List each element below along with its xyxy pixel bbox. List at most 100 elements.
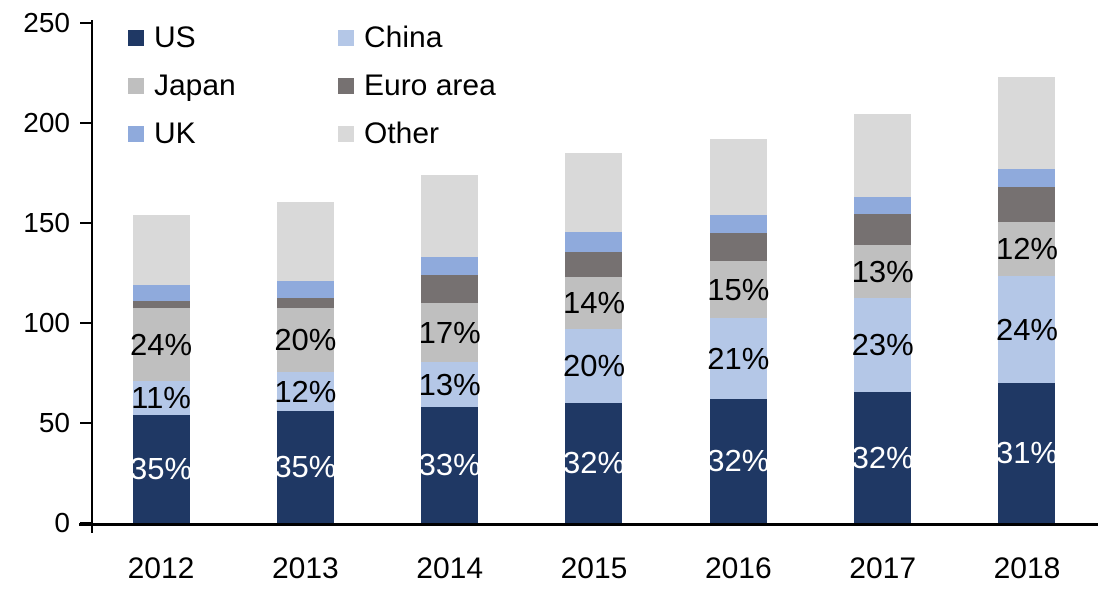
segment-label: 32% <box>851 439 914 475</box>
bar-2014-segment-euro-area <box>421 274 479 303</box>
bar-2018: 12% 24% 31% <box>995 76 1058 523</box>
y-axis-tick <box>80 522 92 524</box>
bar-2014: 17% 13% 33% <box>418 174 481 523</box>
legend-label: UK <box>154 117 196 150</box>
bar-2016-segment-uk <box>709 214 767 233</box>
bar-2013-segment-japan: 20% <box>274 307 336 372</box>
bar-2014-segment-us: 33% <box>418 406 481 523</box>
legend-item-uk: UK <box>128 119 338 149</box>
bar-2018-segment-uk <box>998 168 1056 187</box>
segment-label: 11% <box>131 380 191 416</box>
legend-swatch-china <box>338 30 354 46</box>
legend-label: China <box>364 21 443 54</box>
bar-2017-segment-euro-area <box>854 213 912 245</box>
y-tick-label: 250 <box>23 6 70 38</box>
legend-label: Other <box>364 117 440 150</box>
bar-2013-segment-euro-area <box>276 297 334 308</box>
bar-2014-segment-japan: 17% <box>418 302 481 362</box>
bar-2017: 13% 23% 32% <box>851 113 914 523</box>
segment-label: 32% <box>562 445 626 481</box>
x-axis-label-2016: 2016 <box>704 552 772 585</box>
bar-2013-segment-china: 12% <box>274 371 337 411</box>
legend: US China Japan Euro area UK Other <box>128 14 496 158</box>
legend-label: US <box>154 21 196 54</box>
y-axis-tick <box>80 421 92 424</box>
x-axis-label-2015: 2015 <box>560 552 628 585</box>
bar-2016-segment-japan: 15% <box>707 260 770 318</box>
x-axis-line <box>79 523 1098 526</box>
bar-2015-segment-us: 32% <box>562 402 626 523</box>
y-axis-line <box>91 20 93 533</box>
bar-2012-segment-us: 35% <box>129 414 193 523</box>
bar-2015-segment-euro-area <box>565 251 623 277</box>
y-tick-label: 150 <box>23 206 70 238</box>
bar-2017-segment-china: 23% <box>851 297 914 392</box>
bar-2016-segment-us: 32% <box>707 398 769 523</box>
bar-2018-segment-china: 24% <box>995 275 1058 383</box>
bar-2013-segment-other <box>276 201 334 281</box>
segment-label: 13% <box>851 253 914 289</box>
bar-2013-segment-us: 35% <box>274 410 337 523</box>
bar-2012-segment-china: 11% <box>131 380 191 416</box>
segment-label: 24% <box>129 326 193 362</box>
y-axis-tick <box>80 321 92 324</box>
bar-2018-segment-other <box>998 76 1056 169</box>
bar-2016-segment-euro-area <box>709 232 767 261</box>
bar-2017-segment-japan: 13% <box>851 244 914 298</box>
segment-label: 12% <box>274 373 337 409</box>
legend-item-other: Other <box>338 119 496 149</box>
segment-label: 35% <box>129 451 193 487</box>
bar-2012-segment-euro-area <box>132 300 190 308</box>
segment-label: 21% <box>707 340 770 376</box>
bar-2017-segment-uk <box>854 196 912 214</box>
x-axis-label-2017: 2017 <box>849 552 917 585</box>
legend-label: Euro area <box>364 69 496 102</box>
legend-item-china: China <box>338 23 496 53</box>
bar-2017-segment-us: 32% <box>851 391 914 523</box>
segment-label: 20% <box>562 348 626 384</box>
legend-item-japan: Japan <box>128 71 338 101</box>
segment-label: 24% <box>995 311 1058 347</box>
segment-label: 31% <box>995 435 1058 471</box>
bar-2015-segment-uk <box>565 231 623 252</box>
bar-2017-segment-other <box>854 113 912 197</box>
bar-2015-segment-other <box>565 152 623 232</box>
segment-label: 14% <box>562 285 626 321</box>
y-tick-label: 200 <box>23 106 70 138</box>
bar-2014-segment-uk <box>421 256 479 275</box>
bar-2018-segment-euro-area <box>998 186 1056 222</box>
segment-label: 17% <box>418 314 481 350</box>
legend-item-euro-area: Euro area <box>338 71 496 101</box>
y-tick-label: 100 <box>23 306 70 338</box>
x-axis-label-2013: 2013 <box>271 552 339 585</box>
bar-2016-segment-other <box>709 138 767 215</box>
legend-swatch-euro-area <box>338 78 354 94</box>
bar-2012-segment-uk <box>132 284 190 301</box>
y-axis-tick <box>80 21 92 24</box>
bar-2015-segment-china: 20% <box>562 328 626 403</box>
segment-label: 35% <box>274 449 337 485</box>
bar-2014-segment-china: 13% <box>418 361 481 407</box>
bar-2013: 20% 12% 35% <box>274 201 337 523</box>
segment-label: 12% <box>995 231 1058 267</box>
legend-swatch-other <box>338 126 354 142</box>
segment-label: 15% <box>707 271 770 307</box>
legend-swatch-us <box>128 30 144 46</box>
bar-2018-segment-us: 31% <box>995 382 1058 523</box>
legend-swatch-japan <box>128 78 144 94</box>
bar-2012-segment-other <box>132 214 190 285</box>
bar-2016: 15% 21% 32% <box>707 138 770 523</box>
bar-2015-segment-japan: 14% <box>562 276 626 329</box>
bar-2012: 24% 11% 35% <box>129 214 193 523</box>
legend-swatch-uk <box>128 126 144 142</box>
bar-2014-segment-other <box>421 174 479 257</box>
bar-2015: 14% 20% 32% <box>562 152 626 523</box>
segment-label: 33% <box>418 447 481 483</box>
legend-label: Japan <box>154 69 236 102</box>
segment-label: 13% <box>418 366 481 402</box>
y-tick-label: 0 <box>54 507 70 538</box>
bar-2018-segment-japan: 12% <box>995 221 1058 276</box>
y-tick-label: 50 <box>38 406 70 438</box>
segment-label: 23% <box>851 327 914 363</box>
